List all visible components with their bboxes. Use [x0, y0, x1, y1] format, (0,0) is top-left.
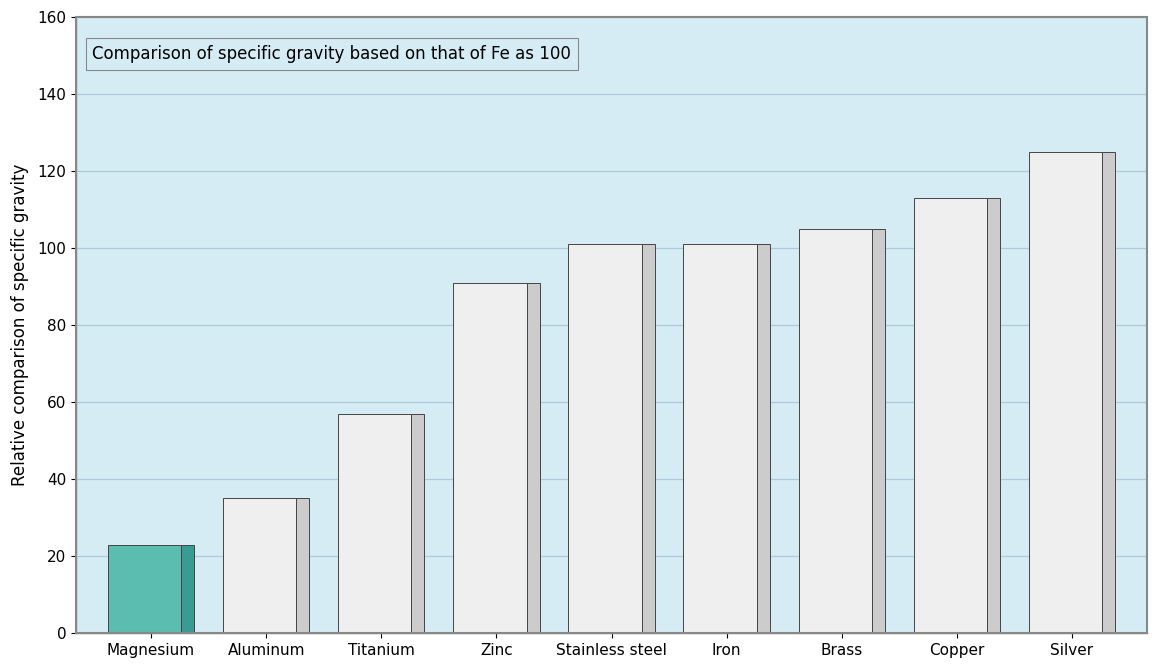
Bar	[453, 283, 527, 633]
Text: Comparison of specific gravity based on that of Fe as 100: Comparison of specific gravity based on …	[93, 45, 571, 63]
Bar	[757, 244, 770, 633]
Bar	[987, 198, 1001, 633]
Bar	[914, 198, 987, 633]
Y-axis label: Relative comparison of specific gravity: Relative comparison of specific gravity	[12, 164, 29, 486]
Bar	[527, 283, 540, 633]
Bar	[181, 545, 195, 633]
Bar	[1102, 152, 1115, 633]
Bar	[411, 413, 425, 633]
Bar	[872, 229, 885, 633]
Bar	[108, 545, 181, 633]
Bar	[1028, 152, 1102, 633]
Bar	[569, 244, 642, 633]
Bar	[683, 244, 757, 633]
Bar	[338, 413, 411, 633]
Bar	[642, 244, 654, 633]
Bar	[223, 498, 296, 633]
Bar	[799, 229, 872, 633]
Bar	[296, 498, 309, 633]
